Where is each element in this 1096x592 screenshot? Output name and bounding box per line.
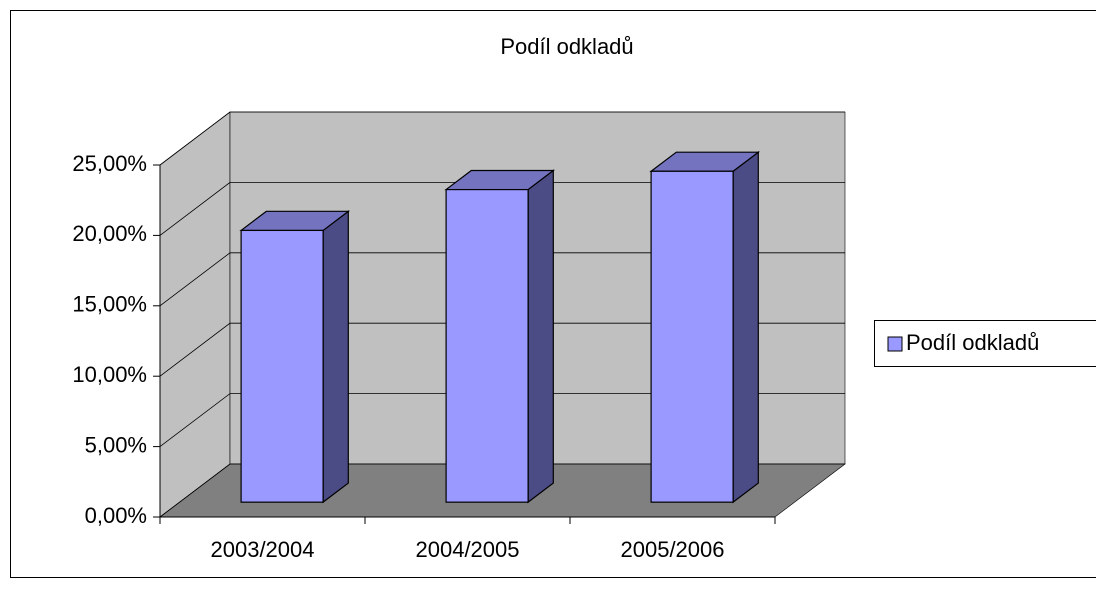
- y-tick-label: 0,00%: [85, 503, 147, 528]
- bar-side: [732, 150, 759, 504]
- x-tick-label: 2004/2005: [416, 537, 520, 562]
- bar: [240, 229, 324, 503]
- y-tick-label: 5,00%: [85, 432, 147, 457]
- legend-box: [874, 320, 1096, 367]
- grid-line: [159, 322, 845, 377]
- x-tick-label: 2003/2004: [211, 537, 315, 562]
- y-tick-label: 15,00%: [72, 292, 147, 317]
- bar-side: [527, 169, 554, 504]
- grid-line: [159, 181, 845, 236]
- grid-line: [159, 111, 845, 166]
- bar: [445, 188, 529, 503]
- grid-line: [159, 463, 845, 518]
- grid-line: [159, 393, 845, 447]
- bar: [650, 170, 734, 503]
- y-tick-label: 25,00%: [72, 151, 147, 176]
- bar-side: [322, 210, 349, 504]
- x-tick-label: 2005/2006: [621, 537, 725, 562]
- legend-label: Podíl odkladů: [906, 330, 1039, 355]
- y-tick-label: 20,00%: [72, 221, 147, 246]
- chart-title: Podíl odkladů: [500, 34, 633, 59]
- legend-swatch: [887, 336, 903, 352]
- y-tick-label: 10,00%: [72, 362, 147, 387]
- grid-line: [159, 252, 845, 307]
- side-wall: [159, 111, 231, 518]
